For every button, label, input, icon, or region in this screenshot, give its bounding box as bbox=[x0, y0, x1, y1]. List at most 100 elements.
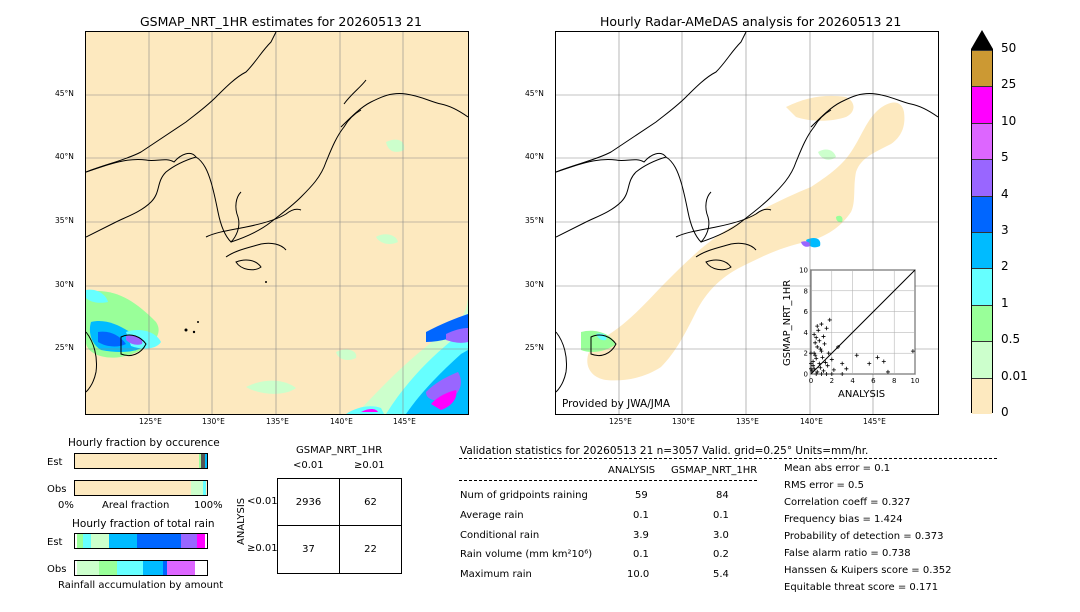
validation-divider bbox=[459, 458, 997, 459]
scatter-ytick: 4 bbox=[804, 329, 809, 337]
colorbar-label: 1 bbox=[1001, 295, 1009, 310]
scatter-point bbox=[814, 372, 819, 376]
colorbar-label: 25 bbox=[1001, 77, 1017, 92]
scatter-point bbox=[818, 347, 823, 352]
left-map-title: GSMAP_NRT_1HR estimates for 20260513 21 bbox=[140, 14, 422, 29]
contingency-cell: 22 bbox=[339, 525, 402, 574]
scatter-point bbox=[831, 367, 836, 372]
scatter-point bbox=[824, 372, 829, 376]
stat-gsmap: 3.0 bbox=[713, 530, 729, 541]
scatter-point bbox=[885, 369, 890, 374]
scatter-point bbox=[840, 372, 845, 376]
scatter-point bbox=[811, 359, 816, 364]
col-gsmap: GSMAP_NRT_1HR bbox=[671, 465, 758, 476]
colorbar-label: 0.5 bbox=[1001, 332, 1021, 347]
lon-tick: 130°E bbox=[202, 417, 225, 426]
scatter-point bbox=[819, 372, 824, 376]
scatter-ytick: 10 bbox=[799, 267, 808, 275]
score: Frequency bias = 1.424 bbox=[784, 514, 903, 525]
colorbar-segment bbox=[972, 341, 992, 378]
scatter-point bbox=[825, 363, 830, 368]
occ-row-label: Est bbox=[47, 457, 63, 468]
scatter-point bbox=[817, 338, 822, 343]
scatter-point bbox=[824, 326, 829, 331]
scatter-point bbox=[820, 355, 825, 360]
lon-tick: 125°E bbox=[139, 417, 162, 426]
colorbar-body bbox=[971, 49, 993, 414]
colorbar-arrow bbox=[971, 30, 993, 49]
scatter-point bbox=[814, 356, 819, 361]
total-rain-title: Hourly fraction of total rain bbox=[72, 518, 215, 530]
scatter-point bbox=[826, 351, 831, 356]
scatter-point bbox=[809, 351, 813, 356]
lat-tick: 45°N bbox=[55, 89, 74, 98]
occ-bar-est bbox=[74, 453, 208, 469]
lon-tick: 130°E bbox=[672, 417, 695, 426]
left-map-svg bbox=[86, 32, 468, 414]
rain-row-label: Obs bbox=[47, 564, 67, 575]
scatter-point bbox=[910, 349, 915, 354]
stat-analysis: 0.1 bbox=[633, 549, 649, 560]
scatter-xtick: 6 bbox=[871, 377, 876, 385]
scatter-ylabel: GSMAP_NRT_1HR bbox=[782, 279, 793, 366]
rain-caption: Rainfall accumulation by amount bbox=[58, 580, 224, 591]
score: Equitable threat score = 0.171 bbox=[784, 582, 939, 593]
colorbar-segment bbox=[972, 86, 992, 123]
score: Hanssen & Kuipers score = 0.352 bbox=[784, 565, 952, 576]
score: Probability of detection = 0.373 bbox=[784, 531, 944, 542]
scatter-point bbox=[811, 363, 816, 368]
rain-bar-obs bbox=[74, 560, 208, 576]
scatter-xtick: 8 bbox=[892, 377, 896, 385]
scatter-point bbox=[813, 340, 818, 345]
scatter-ytick: 8 bbox=[804, 287, 808, 295]
scatter-point bbox=[817, 361, 822, 366]
contingency-col: ≥0.01 bbox=[354, 460, 385, 471]
scatter-point bbox=[854, 353, 859, 358]
occ-axis-left: 0% bbox=[58, 500, 74, 511]
occ-row-label: Obs bbox=[47, 484, 67, 495]
stat-gsmap: 5.4 bbox=[713, 569, 729, 580]
scatter-point bbox=[819, 322, 824, 327]
stat-analysis: 59 bbox=[635, 490, 648, 501]
scatter-xtick: 2 bbox=[830, 377, 834, 385]
validation-divider bbox=[459, 480, 757, 481]
scatter-point bbox=[818, 365, 823, 370]
scatter-ytick: 6 bbox=[804, 308, 809, 316]
scatter-point bbox=[840, 361, 845, 366]
lat-tick: 25°N bbox=[525, 343, 544, 352]
colorbar-label: 10 bbox=[1001, 113, 1017, 128]
scatter-point bbox=[812, 332, 817, 337]
left-map bbox=[85, 31, 469, 415]
stat-gsmap: 84 bbox=[716, 490, 729, 501]
score: RMS error = 0.5 bbox=[784, 480, 864, 491]
stat-analysis: 10.0 bbox=[627, 569, 650, 580]
scatter-inset: 0 0 2 2 4 4 6 6 8 8 10 10 GSMAP_NRT_1HR ANALYSIS bbox=[780, 262, 920, 402]
lon-tick: 135°E bbox=[266, 417, 289, 426]
scatter-point bbox=[821, 334, 826, 339]
stat-gsmap: 0.2 bbox=[713, 549, 729, 560]
colorbar-label: 3 bbox=[1001, 223, 1009, 237]
lon-tick: 125°E bbox=[609, 417, 632, 426]
contingency-row: <0.01 bbox=[247, 496, 278, 507]
contingency-header: GSMAP_NRT_1HR bbox=[296, 445, 383, 456]
colorbar-segment bbox=[972, 232, 992, 269]
stat-label: Average rain bbox=[460, 510, 524, 521]
scatter-point bbox=[867, 361, 872, 366]
colorbar-segment bbox=[972, 377, 992, 414]
scatter-xtick: 10 bbox=[911, 377, 920, 385]
contingency-cell: 37 bbox=[277, 525, 340, 574]
scatter-point bbox=[875, 355, 880, 360]
occ-bar-obs bbox=[74, 480, 208, 496]
lon-tick: 145°E bbox=[863, 417, 886, 426]
stat-label: Maximum rain bbox=[460, 569, 532, 580]
lat-tick: 30°N bbox=[525, 280, 544, 289]
col-analysis: ANALYSIS bbox=[608, 465, 656, 476]
scatter-point bbox=[829, 357, 834, 362]
scatter-point bbox=[836, 344, 841, 349]
colorbar-segment bbox=[972, 268, 992, 305]
scatter-point bbox=[810, 368, 815, 373]
scatter-point bbox=[881, 359, 886, 364]
lon-tick: 135°E bbox=[736, 417, 759, 426]
colorbar-label: 2 bbox=[1001, 259, 1009, 274]
lat-tick: 45°N bbox=[525, 89, 544, 98]
